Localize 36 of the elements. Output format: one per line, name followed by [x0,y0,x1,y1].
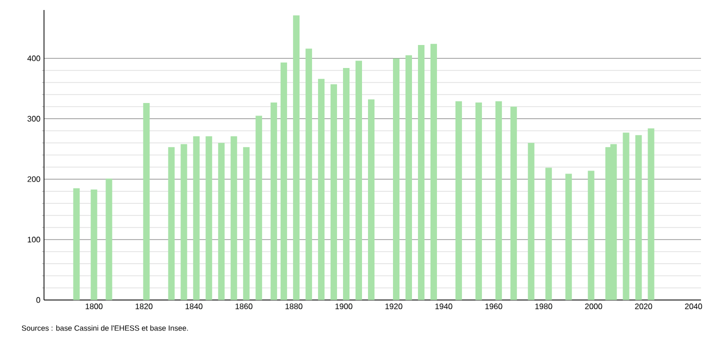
bar [418,45,424,300]
bar [206,136,212,300]
bar [495,101,502,300]
bar [143,103,150,300]
bar [405,55,412,300]
bar [510,106,517,300]
bar [218,142,225,300]
bar [180,144,188,300]
bar [545,168,552,300]
bar [318,78,325,300]
bar [306,48,312,300]
bar [635,135,642,300]
bar [343,68,350,300]
bar [528,142,534,300]
bar [392,58,400,300]
bar [256,116,262,300]
bar [230,136,238,300]
bar [368,99,375,300]
bar [270,102,278,300]
bar [90,189,98,300]
bar [243,147,250,300]
bar [293,15,300,300]
bar [622,132,630,300]
bar [106,178,112,300]
bar [648,128,654,300]
bar [73,188,80,300]
bar [168,147,175,300]
bar [430,44,437,300]
bar [475,102,482,300]
bar [588,170,594,300]
bar [330,84,338,300]
bar [356,60,362,300]
bar [280,62,288,300]
bar [193,136,200,300]
bar [565,174,572,300]
bar [455,101,462,300]
